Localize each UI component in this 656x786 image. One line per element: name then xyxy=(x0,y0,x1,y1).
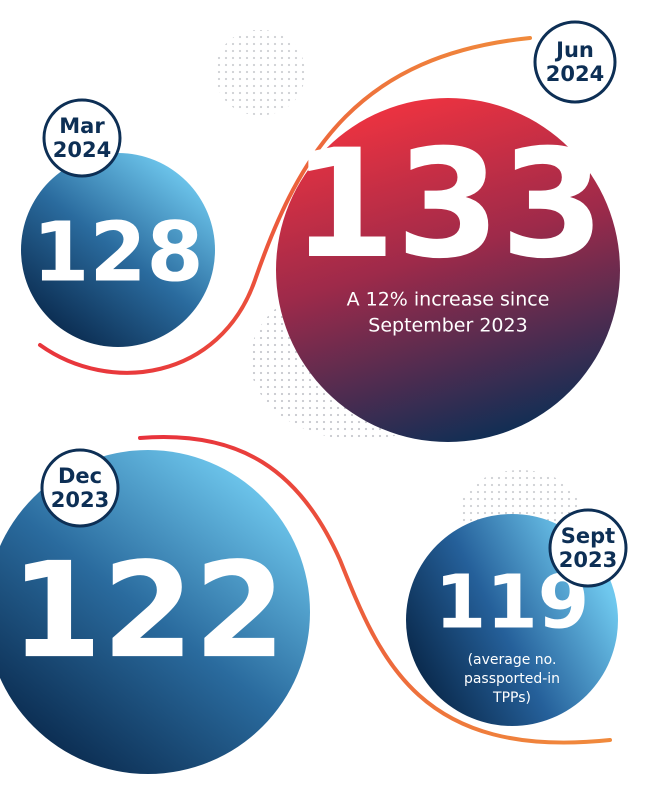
circle xyxy=(276,98,620,442)
caption: September 2023 xyxy=(368,315,527,337)
badge xyxy=(548,508,628,588)
circle xyxy=(21,153,215,347)
caption: TPPs) xyxy=(492,690,531,706)
stat-value: 128 xyxy=(32,205,203,300)
badge-year: 2024 xyxy=(546,62,604,86)
badge xyxy=(42,98,122,178)
caption: (average no. xyxy=(468,652,557,668)
stat-value: 122 xyxy=(10,534,286,688)
curve xyxy=(138,435,612,745)
badge-month: Jun xyxy=(554,38,594,62)
badge xyxy=(533,20,617,104)
caption: A 12% increase since xyxy=(347,289,550,311)
badge-year: 2023 xyxy=(559,548,617,572)
circle xyxy=(0,450,310,774)
badge-month: Dec xyxy=(58,464,102,488)
curve xyxy=(38,36,532,375)
badge xyxy=(40,448,120,528)
stat-value: 133 xyxy=(291,118,604,292)
badge-year: 2024 xyxy=(53,138,111,162)
dots xyxy=(215,30,305,115)
badge-year: 2023 xyxy=(51,488,109,512)
badge-month: Mar xyxy=(59,114,105,138)
stat-circle: 119(average no.passported-inTPPs)Sept202… xyxy=(406,508,628,726)
caption: passported-in xyxy=(464,671,560,687)
badge-month: Sept xyxy=(561,524,615,548)
